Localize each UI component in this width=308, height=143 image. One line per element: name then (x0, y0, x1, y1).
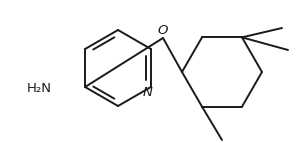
Text: O: O (158, 23, 168, 36)
Text: N: N (143, 86, 153, 99)
Text: H₂N: H₂N (27, 82, 52, 95)
